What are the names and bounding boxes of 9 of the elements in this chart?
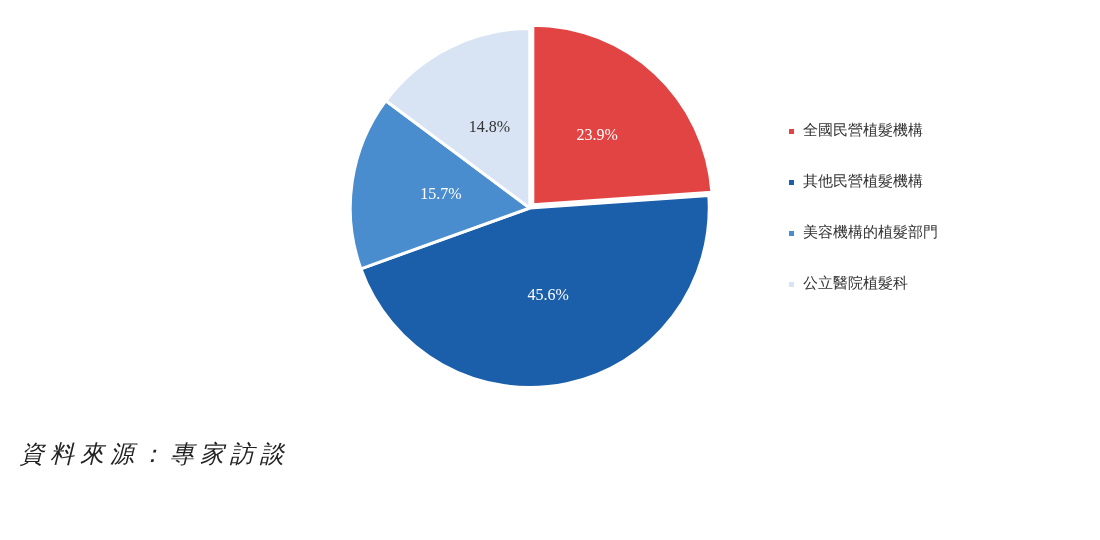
data-label: 14.8% — [468, 117, 511, 135]
data-label: 15.7% — [420, 185, 462, 202]
legend-label: 其他民營植髮機構 — [803, 172, 923, 191]
legend-label: 全國民營植髮機構 — [803, 121, 923, 140]
legend-label: 美容機構的植髮部門 — [803, 223, 938, 242]
data-label: 45.6% — [527, 286, 569, 304]
data-label: 23.9% — [576, 126, 618, 144]
legend-label: 公立醫院植髮科 — [803, 274, 908, 293]
source-note: 資料來源：專家訪談 — [20, 439, 291, 470]
